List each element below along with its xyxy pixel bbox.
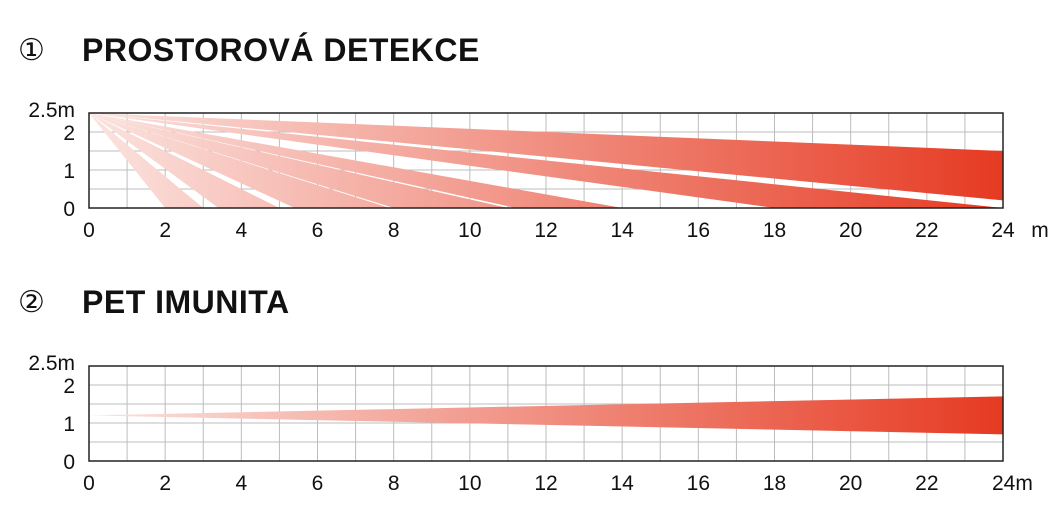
x-tick-label: 24m [992, 472, 1033, 495]
x-tick-label: 6 [312, 219, 324, 242]
pet-beam [89, 396, 1003, 435]
x-tick-label: 12 [534, 472, 557, 495]
x-tick-label: 14 [610, 472, 634, 495]
x-tick-label: 10 [458, 219, 481, 242]
x-tick-label: 4 [235, 219, 247, 242]
section-title-prostorova: ① PROSTOROVÁ DETEKCE [18, 30, 480, 70]
x-tick-label: 2 [159, 472, 171, 495]
x-tick-label: 2 [159, 219, 171, 242]
beams-2 [89, 396, 1003, 435]
y-top-label: 2.5m [28, 352, 75, 375]
y-tick-label: 1 [63, 160, 75, 183]
x-tick-label: 18 [763, 219, 786, 242]
y-tick-label: 0 [63, 198, 75, 221]
x-tick-label: 16 [687, 472, 710, 495]
beams-1 [89, 113, 1003, 208]
section-number-1: ① [18, 32, 45, 68]
beam-2 [89, 113, 280, 208]
y-tick-label: 2 [63, 375, 75, 398]
x-tick-label: 10 [458, 472, 481, 495]
x-tick-label: 20 [839, 472, 862, 495]
y-tick-label: 1 [63, 413, 75, 436]
x-tick-label: 12 [534, 219, 557, 242]
x-tick-label: 6 [312, 472, 324, 495]
x-tick-label: 0 [83, 472, 95, 495]
x-tick-label: 18 [763, 472, 786, 495]
section-title-text-1: PROSTOROVÁ DETEKCE [82, 31, 480, 68]
x-tick-label: 4 [235, 472, 247, 495]
x-tick-label: 20 [839, 219, 862, 242]
beam-5 [89, 113, 623, 208]
x-tick-label: 16 [687, 219, 710, 242]
plot-frame-1 [88, 112, 1004, 209]
section-title-pet-imunita: ② PET IMUNITA [18, 282, 290, 322]
plot-frame-2 [88, 365, 1004, 462]
beam-7 [89, 113, 1003, 201]
x-tick-label: 22 [915, 219, 938, 242]
beam-4 [89, 113, 508, 208]
section-number-2: ② [18, 284, 45, 320]
x-tick-label: 24 [991, 219, 1015, 242]
x-tick-label: 8 [388, 472, 400, 495]
x-tick-label: 8 [388, 219, 400, 242]
beam-1 [89, 113, 204, 208]
x-tick-label: 0 [83, 219, 95, 242]
y-tick-label: 2 [63, 122, 75, 145]
beam-3 [89, 113, 390, 208]
x-tick-label: 14 [610, 219, 634, 242]
y-top-label: 2.5m [28, 99, 75, 122]
x-unit-label: m [1031, 219, 1049, 242]
section-title-text-2: PET IMUNITA [82, 283, 290, 320]
y-tick-label: 0 [63, 451, 75, 474]
beam-6 [89, 113, 1003, 208]
x-tick-label: 22 [915, 472, 938, 495]
